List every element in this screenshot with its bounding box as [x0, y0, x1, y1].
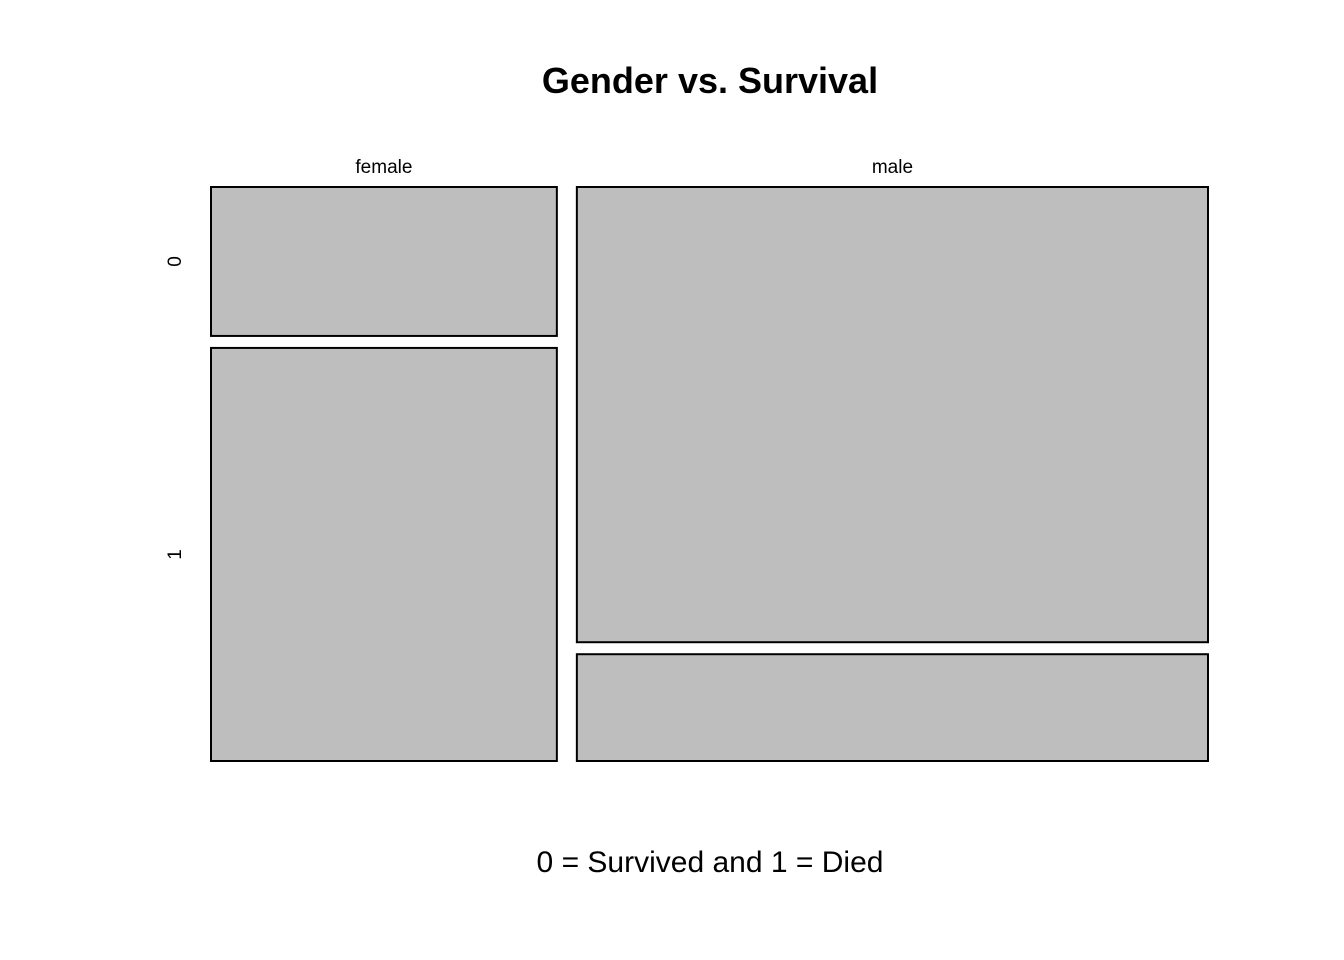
- x-axis-label: 0 = Survived and 1 = Died: [537, 846, 884, 879]
- row-label-0: 0: [165, 256, 186, 267]
- tile-female-1: [210, 346, 558, 762]
- row-label-1: 1: [165, 549, 186, 560]
- column-label-male: male: [872, 157, 913, 178]
- tile-male-1: [575, 653, 1209, 762]
- chart-title: Gender vs. Survival: [542, 60, 878, 101]
- tile-male-0: [575, 186, 1209, 644]
- mosaic-tiles: [210, 186, 1209, 762]
- column-label-female: female: [355, 157, 412, 178]
- column-labels: female male: [355, 157, 913, 178]
- row-labels: 01: [165, 256, 186, 560]
- tile-female-0: [210, 186, 558, 337]
